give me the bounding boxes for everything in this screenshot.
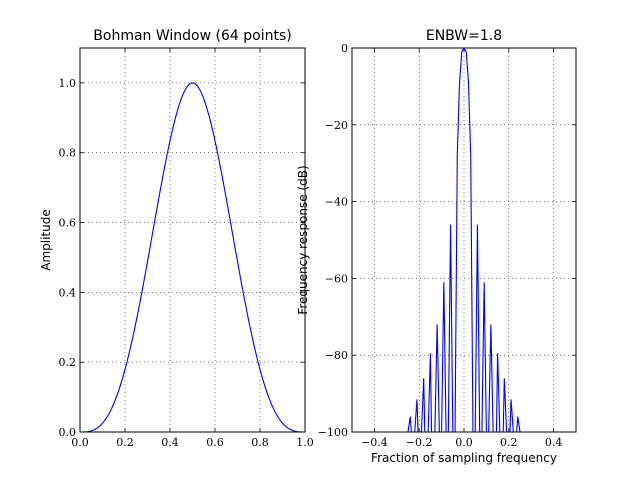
right-x-tick-label: 0.2: [500, 436, 518, 449]
left-y-tick-label: 0.8: [59, 147, 77, 160]
right-y-tick-label: 0: [341, 42, 348, 55]
left-y-tick-label: 0.6: [59, 217, 77, 230]
frequency-response-panel: −0.4 −0.2 0.0 0.2 0.4 −100 −80 −60 −40 −20 0 ENBW=…: [296, 28, 577, 465]
right-y-tick-label: −40: [325, 196, 348, 209]
right-x-tick-label: −0.2: [406, 436, 433, 449]
bohman-window-panel: 0.0 0.2 0.4 0.6 0.8 1.0 0.0 0.2 0.4 0.6 0.8 1.0 Boh…: [39, 28, 314, 449]
left-x-tick-label: 0.4: [161, 436, 179, 449]
left-y-tick-label: 0.0: [59, 426, 77, 439]
left-series-line: [80, 82, 305, 433]
left-chart-title: Bohman Window (64 points): [93, 28, 291, 44]
left-y-tick-label: 1.0: [59, 77, 77, 90]
right-y-tick-label: −60: [325, 272, 348, 285]
left-y-tick-label: 0.4: [59, 286, 77, 299]
left-axes-frame: [79, 47, 306, 433]
right-x-tick-label: −0.4: [361, 436, 388, 449]
right-y-tick-label: −80: [325, 349, 348, 362]
right-x-tick-label: 0.0: [455, 436, 473, 449]
left-x-tick-label: 0.0: [71, 436, 89, 449]
right-x-axis-label: Fraction of sampling frequency: [371, 451, 557, 465]
right-axes-frame: [351, 47, 577, 433]
left-x-tick-label: 0.8: [251, 436, 269, 449]
right-x-tick-label: 0.4: [545, 436, 563, 449]
right-y-axis-label: Frequency response (dB): [296, 165, 310, 314]
right-y-tick-label: −100: [318, 426, 348, 439]
left-x-tick-label: 0.6: [206, 436, 224, 449]
left-y-axis-label: Amplitude: [39, 209, 53, 271]
right-chart-title: ENBW=1.8: [426, 28, 502, 44]
left-y-tick-label: 0.2: [59, 356, 77, 369]
left-x-tick-label: 1.0: [296, 436, 314, 449]
left-x-tick-label: 0.2: [116, 436, 134, 449]
right-y-tick-label: −20: [325, 119, 348, 132]
